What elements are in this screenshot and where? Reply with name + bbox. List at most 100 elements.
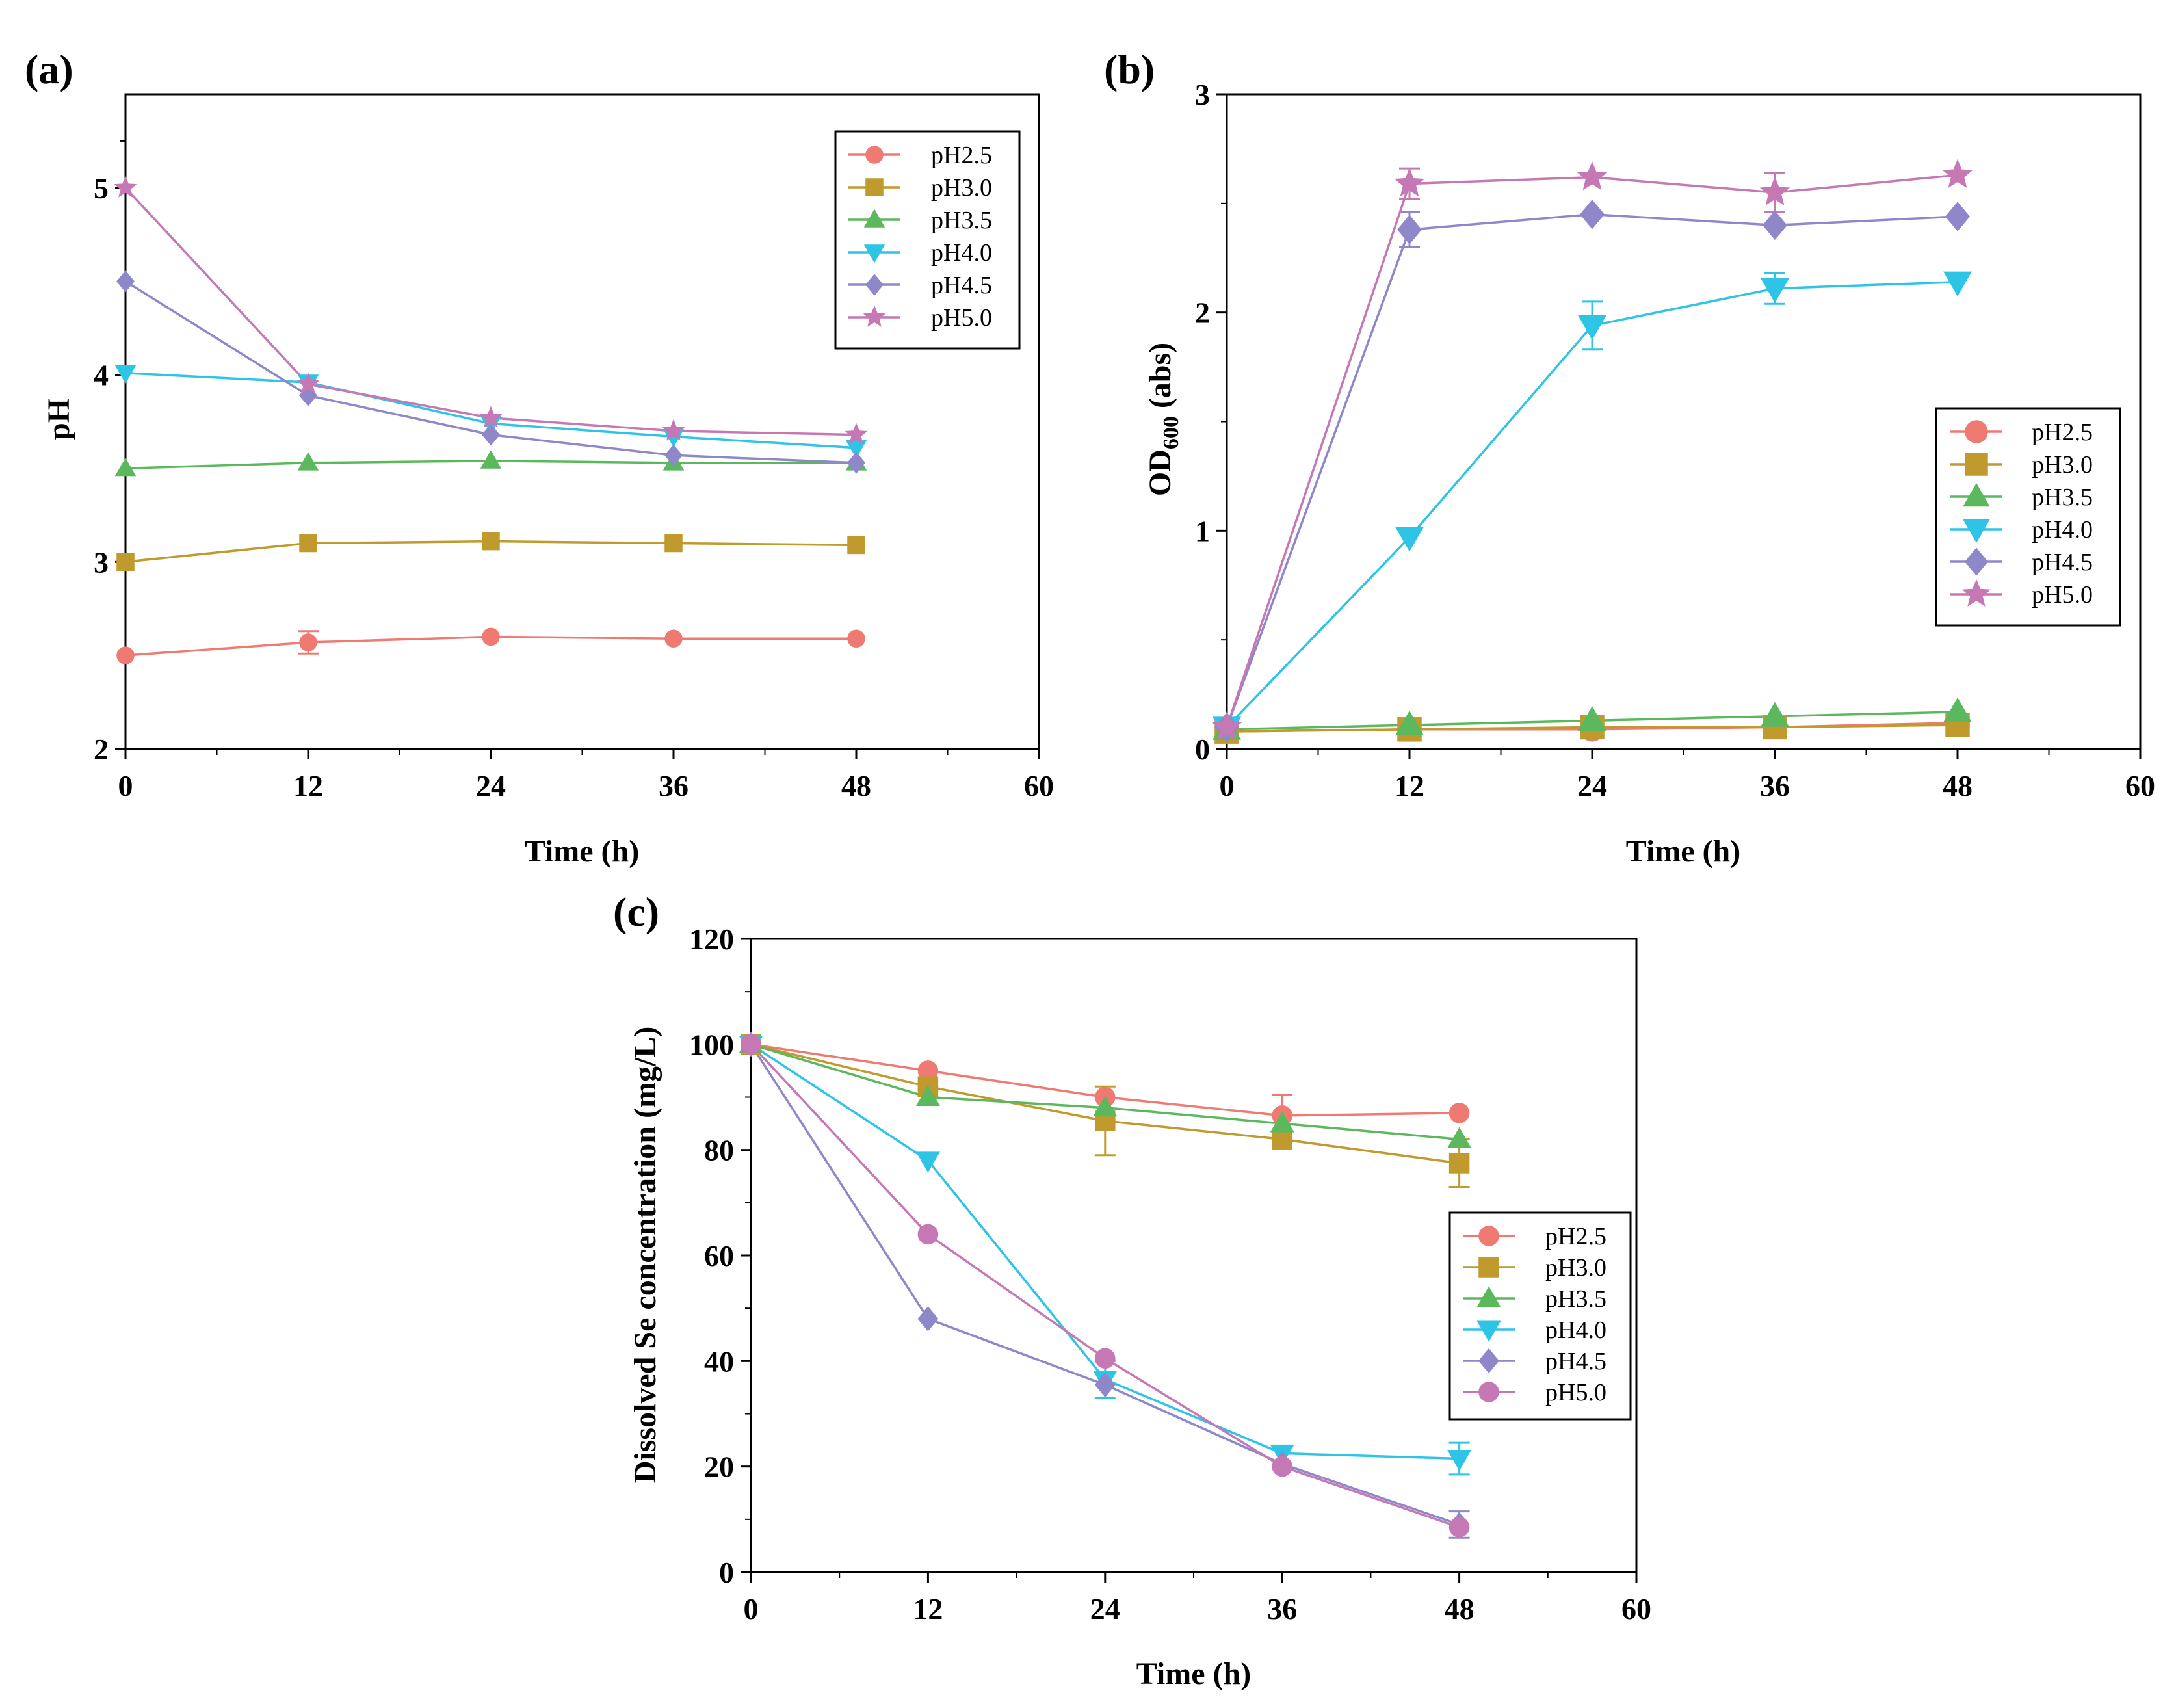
data-point-pH2.5 <box>116 646 135 664</box>
legend-marker-pH3.0 <box>1478 1257 1499 1278</box>
y-tick-label: 3 <box>1195 78 1210 111</box>
x-tick-label: 0 <box>744 1592 759 1625</box>
data-point-pH4.5 <box>664 444 683 467</box>
data-point-pH5.0 <box>114 176 137 198</box>
panel-c-x-axis-title: Time (h) <box>1136 1657 1251 1691</box>
x-tick-label: 24 <box>476 769 506 802</box>
data-point-pH3.5 <box>1395 710 1424 736</box>
x-tick-label: 60 <box>1621 1592 1651 1625</box>
x-tick-label: 12 <box>1395 769 1424 802</box>
data-point-pH2.5 <box>664 629 683 648</box>
x-tick-label: 48 <box>1943 769 1973 802</box>
panel-a-y-axis-title: pH <box>42 399 76 440</box>
y-tick-label: 3 <box>94 545 109 579</box>
y-tick-label: 2 <box>1195 296 1210 330</box>
panel-b-y-ticks: 0 1 2 3 <box>1195 78 1227 766</box>
data-point-pH4.5 <box>1763 210 1787 241</box>
legend-marker-pH2.5 <box>865 146 884 164</box>
legend-label: pH5.0 <box>931 304 992 332</box>
legend-label: pH4.0 <box>931 239 992 267</box>
panel-a-y-ticks: 2 3 4 5 <box>94 140 125 766</box>
legend-marker-pH3.5 <box>1476 1286 1501 1307</box>
data-point-pH2.5 <box>1448 1103 1470 1123</box>
legend-label: pH3.0 <box>931 174 992 202</box>
x-tick-label: 36 <box>1267 1592 1297 1625</box>
y-tick-label: 20 <box>704 1451 734 1484</box>
panel-a-legend-items: pH2.5 pH3.0 pH3.5 pH4.0 pH4.5 pH5.0 <box>848 142 992 332</box>
x-tick-label: 48 <box>841 769 871 802</box>
legend-marker-pH3.0 <box>1965 453 1988 476</box>
panel-b-y-axis-title: OD600 (abs) <box>1143 343 1183 496</box>
legend-marker-pH4.5 <box>1965 547 1988 576</box>
data-point-pH3.0 <box>847 536 865 555</box>
legend-marker-pH4.0 <box>1476 1320 1501 1342</box>
panel-b-series-lines <box>1226 174 1958 733</box>
data-point-pH5.0 <box>1211 711 1242 741</box>
data-point-pH4.0 <box>1761 278 1789 303</box>
legend-label: pH3.0 <box>1545 1254 1606 1281</box>
data-point-pH4.5 <box>482 423 500 446</box>
legend-marker-pH2.5 <box>1965 420 1988 443</box>
x-tick-label: 60 <box>1024 769 1054 802</box>
data-point-pH4.5 <box>917 1306 939 1332</box>
y-tick-label: 1 <box>1195 514 1210 547</box>
data-point-pH5.0 <box>296 372 320 394</box>
legend-label: pH2.5 <box>931 142 992 169</box>
data-point-pH2.5 <box>299 633 317 651</box>
y-tick-label: 5 <box>94 172 109 205</box>
y-tick-label: 80 <box>704 1134 734 1167</box>
y-tick-label: 120 <box>689 923 734 956</box>
data-point-pH2.5 <box>847 629 865 648</box>
panel-c-label: (c) <box>613 889 659 935</box>
y-tick-label: 40 <box>704 1345 734 1378</box>
panel-c-x-ticks: 0 12 24 36 48 60 <box>744 1572 1651 1625</box>
data-point-pH4.0 <box>1943 271 1972 296</box>
data-point-pH4.5 <box>1397 215 1422 244</box>
panel-c-markers <box>739 1032 1472 1538</box>
data-point-pH3.5 <box>114 457 137 477</box>
data-point-pH3.5 <box>1578 706 1606 731</box>
legend-label: pH3.5 <box>2032 484 2093 511</box>
data-point-pH3.0 <box>1272 1129 1292 1150</box>
data-point-pH4.0 <box>1578 315 1606 341</box>
data-point-pH5.0 <box>1272 1456 1292 1477</box>
data-point-pH5.0 <box>1577 161 1608 191</box>
data-point-pH3.0 <box>482 532 500 551</box>
data-point-pH3.0 <box>116 553 135 572</box>
legend-label: pH4.5 <box>2032 549 2093 576</box>
data-point-pH3.5 <box>1093 1095 1118 1117</box>
panel-c-legend-items: pH2.5 pH3.0 pH3.5 pH4.0 pH4.5 pH5.0 <box>1463 1223 1606 1406</box>
data-point-pH3.5 <box>915 1084 940 1106</box>
legend-marker-pH4.5 <box>865 274 884 296</box>
legend-marker-pH3.5 <box>863 209 885 228</box>
x-tick-label: 12 <box>913 1592 943 1625</box>
data-point-pH5.0 <box>662 419 685 441</box>
data-point-pH3.5 <box>1943 697 1972 722</box>
legend-label: pH3.5 <box>1545 1285 1606 1313</box>
y-tick-label: 100 <box>689 1028 734 1061</box>
legend-marker-pH4.0 <box>1963 519 1990 544</box>
x-tick-label: 36 <box>659 769 688 802</box>
data-point-pH5.0 <box>845 423 868 445</box>
y-tick-label: 4 <box>94 359 109 392</box>
panel-b-y-axis-subscript: 600 <box>1159 416 1183 449</box>
data-point-pH3.0 <box>1448 1153 1470 1174</box>
legend-marker-pH5.0 <box>863 305 886 327</box>
y-tick-label: 0 <box>1195 733 1210 766</box>
data-point-pH4.5 <box>1945 202 1970 231</box>
x-tick-label: 48 <box>1445 1592 1475 1625</box>
y-tick-label: 0 <box>719 1556 734 1589</box>
panel-c: (c) 0 12 24 36 48 60 0 20 40 60 80 100 120 Time (h)… <box>613 889 1651 1691</box>
data-point-pH3.0 <box>664 534 683 553</box>
legend-marker-pH3.0 <box>865 178 884 196</box>
data-point-pH4.0 <box>1447 1449 1472 1471</box>
legend-label: pH5.0 <box>2032 581 2093 609</box>
x-tick-label: 0 <box>118 769 133 802</box>
legend-label: pH4.0 <box>1545 1317 1606 1344</box>
x-tick-label: 0 <box>1220 769 1235 802</box>
legend-label: pH4.5 <box>931 272 992 299</box>
panel-b-legend: pH2.5 pH3.0 pH3.5 pH4.0 pH4.5 pH5.0 <box>1935 407 2121 627</box>
